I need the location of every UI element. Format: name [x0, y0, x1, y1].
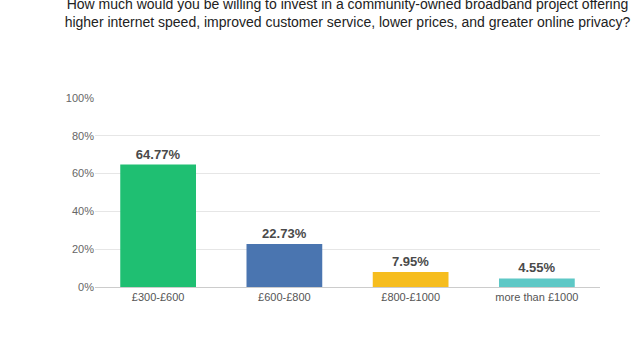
- svg-text:64.77%: 64.77%: [136, 147, 181, 162]
- svg-text:20%: 20%: [72, 243, 94, 255]
- svg-text:22.73%: 22.73%: [262, 226, 307, 241]
- svg-text:60%: 60%: [72, 167, 94, 179]
- svg-text:£300-£600: £300-£600: [132, 291, 185, 303]
- svg-text:7.95%: 7.95%: [392, 254, 429, 269]
- svg-text:100%: 100%: [66, 92, 94, 104]
- svg-text:80%: 80%: [72, 130, 94, 142]
- svg-text:40%: 40%: [72, 205, 94, 217]
- svg-text:more than £1000: more than £1000: [495, 291, 578, 303]
- svg-text:£600-£800: £600-£800: [258, 291, 311, 303]
- svg-text:0%: 0%: [78, 281, 94, 293]
- svg-text:£800-£1000: £800-£1000: [381, 291, 440, 303]
- svg-text:How much would you be willing: How much would you be willing to invest …: [65, 0, 631, 30]
- svg-text:4.55%: 4.55%: [518, 260, 555, 275]
